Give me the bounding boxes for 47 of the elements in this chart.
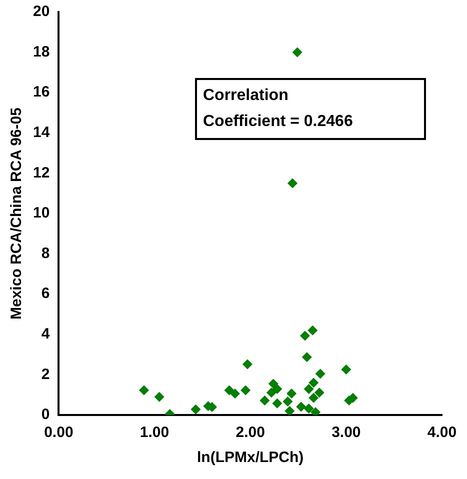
- point: [304, 404, 314, 414]
- x-tick-label: 2.00: [236, 424, 265, 442]
- point: [292, 47, 302, 58]
- point: [268, 378, 278, 389]
- x-axis-title: ln(LPMx/LPCh): [197, 449, 304, 466]
- point: [154, 392, 164, 402]
- point: [304, 384, 314, 394]
- y-tick-label: 6: [41, 285, 50, 302]
- point: [315, 368, 326, 379]
- point: [308, 392, 319, 403]
- point: [240, 385, 251, 396]
- x-tick-label: 3.00: [332, 424, 361, 442]
- y-tick-label: 10: [32, 204, 50, 222]
- annotation: Correlation Coefficient = 0.2466: [195, 78, 426, 140]
- point: [224, 385, 234, 396]
- point: [308, 325, 318, 336]
- point: [300, 330, 310, 341]
- y-tick-label: 14: [32, 124, 50, 142]
- x-tick-label: 4.00: [427, 424, 457, 442]
- point: [272, 384, 282, 394]
- point: [286, 388, 297, 398]
- point: [190, 404, 201, 414]
- point: [296, 402, 306, 412]
- y-axis-title: Mexico RCA/China RCA 96-05: [8, 108, 26, 320]
- y-tick-label: 20: [32, 3, 50, 20]
- point: [302, 352, 312, 362]
- point: [272, 398, 282, 408]
- point: [138, 385, 149, 396]
- point: [341, 364, 352, 374]
- y-tick-label: 2: [41, 366, 50, 383]
- point: [308, 378, 319, 388]
- point: [282, 396, 293, 406]
- y-tick-label: 18: [32, 43, 50, 60]
- point: [230, 388, 240, 399]
- point: [260, 395, 270, 406]
- point: [314, 388, 324, 398]
- y-tick-label: 4: [41, 326, 50, 343]
- x-tick-label: 0.00: [44, 424, 74, 442]
- x-tick-label: 1.00: [140, 424, 170, 442]
- point: [242, 359, 252, 370]
- point: [284, 406, 295, 415]
- y-tick-label: 12: [32, 164, 50, 182]
- y-tick-label: 16: [32, 84, 50, 101]
- point: [288, 178, 298, 188]
- y-tick-label: 8: [41, 244, 50, 262]
- point: [266, 388, 276, 398]
- y-tick-label: 0: [41, 406, 50, 424]
